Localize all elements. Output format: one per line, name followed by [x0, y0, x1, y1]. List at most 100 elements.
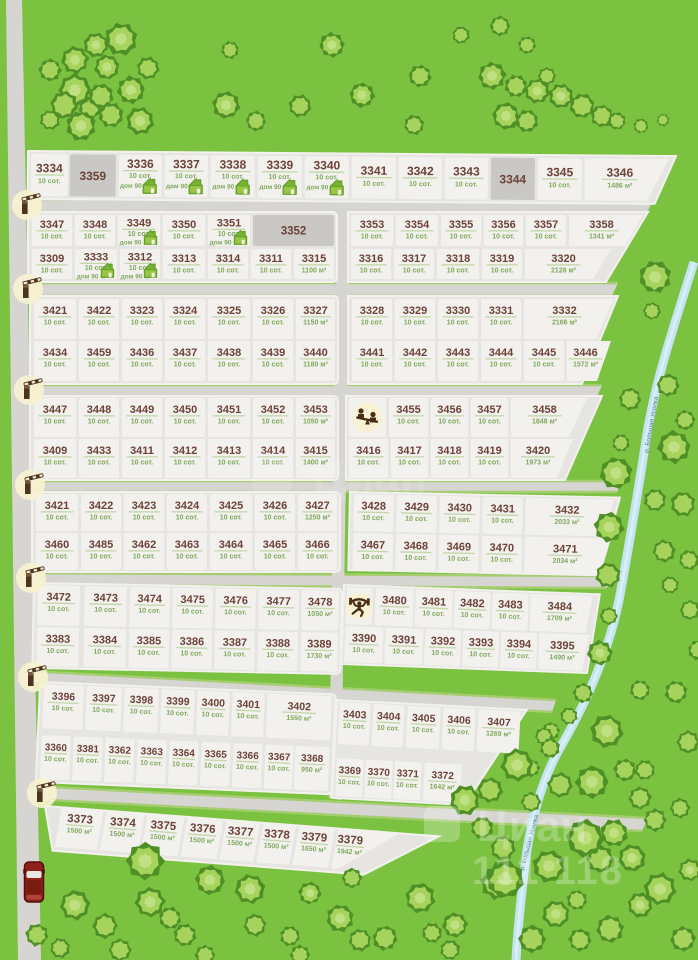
svg-text:10 сот.: 10 сот.: [352, 647, 375, 655]
svg-text:3386: 3386: [180, 636, 205, 648]
svg-text:3325: 3325: [217, 305, 241, 317]
svg-text:10 сот.: 10 сот.: [447, 362, 470, 369]
svg-text:3422: 3422: [87, 305, 111, 317]
svg-text:3414: 3414: [261, 445, 286, 457]
svg-text:10 сот.: 10 сот.: [548, 182, 571, 189]
svg-text:3393: 3393: [469, 637, 494, 650]
svg-text:10 сот.: 10 сот.: [409, 181, 432, 188]
svg-text:10 сот.: 10 сот.: [204, 762, 227, 770]
svg-text:3428: 3428: [361, 500, 386, 513]
svg-text:3378: 3378: [264, 828, 291, 842]
svg-text:3419: 3419: [477, 445, 501, 457]
svg-text:10 сот.: 10 сот.: [88, 362, 111, 369]
svg-text:3415: 3415: [303, 445, 327, 457]
svg-text:3462: 3462: [132, 539, 156, 551]
svg-text:10 сот.: 10 сот.: [84, 234, 107, 241]
svg-text:3423: 3423: [132, 500, 156, 512]
svg-text:3315: 3315: [302, 253, 326, 265]
svg-text:3463: 3463: [175, 539, 199, 551]
svg-text:10 сот.: 10 сот.: [461, 612, 484, 620]
svg-text:3416: 3416: [356, 445, 380, 457]
svg-text:10 сот.: 10 сот.: [262, 419, 285, 426]
svg-text:10 сот.: 10 сот.: [406, 234, 429, 241]
svg-text:10 сот.: 10 сот.: [180, 650, 203, 657]
svg-text:3316: 3316: [359, 253, 383, 265]
svg-text:10 сот.: 10 сот.: [397, 419, 420, 426]
svg-text:3359: 3359: [79, 169, 106, 183]
svg-text:10 сот.: 10 сот.: [264, 554, 287, 561]
svg-text:10 сот.: 10 сот.: [172, 761, 195, 769]
svg-text:3455: 3455: [396, 404, 420, 416]
svg-text:Циан: Циан: [477, 802, 587, 851]
svg-text:10 сот.: 10 сот.: [478, 419, 501, 426]
svg-text:3384: 3384: [93, 634, 119, 646]
svg-text:3422: 3422: [89, 500, 113, 512]
svg-text:3411: 3411: [130, 445, 154, 457]
svg-text:1500 м²: 1500 м²: [227, 840, 253, 849]
svg-text:3438: 3438: [217, 347, 241, 359]
svg-text:10 сот.: 10 сот.: [491, 517, 514, 524]
svg-text:3451: 3451: [217, 404, 241, 416]
svg-text:1250 м²: 1250 м²: [305, 515, 331, 522]
svg-text:10 сот.: 10 сот.: [269, 174, 292, 181]
svg-text:3339: 3339: [266, 158, 293, 172]
svg-text:1400 м²: 1400 м²: [303, 460, 329, 467]
svg-text:1500 м²: 1500 м²: [109, 831, 135, 840]
svg-text:10 сот.: 10 сот.: [499, 613, 522, 621]
svg-text:3468: 3468: [404, 540, 429, 553]
svg-text:1942 м²: 1942 м²: [337, 848, 363, 857]
svg-text:3346: 3346: [606, 166, 633, 180]
svg-text:3371: 3371: [396, 768, 419, 780]
svg-text:10 сот.: 10 сот.: [236, 764, 259, 772]
svg-text:3429: 3429: [404, 501, 429, 514]
svg-text:3334: 3334: [36, 161, 63, 175]
svg-text:3402: 3402: [287, 700, 311, 713]
svg-text:3330: 3330: [446, 305, 470, 317]
svg-text:10 сот.: 10 сот.: [236, 713, 259, 721]
svg-text:3388: 3388: [266, 637, 291, 649]
svg-text:10 сот.: 10 сот.: [131, 419, 154, 426]
svg-text:3392: 3392: [431, 635, 456, 648]
svg-text:3372: 3372: [431, 770, 454, 782]
svg-text:10 сот.: 10 сот.: [360, 268, 383, 275]
svg-text:10 сот.: 10 сот.: [131, 460, 154, 467]
svg-text:3360: 3360: [44, 742, 67, 754]
svg-text:2128 м²: 2128 м²: [551, 268, 577, 275]
svg-text:10 сот.: 10 сот.: [217, 268, 240, 275]
svg-text:10 сот.: 10 сот.: [398, 460, 421, 467]
svg-text:10 сот.: 10 сот.: [447, 728, 470, 736]
svg-text:10 сот.: 10 сот.: [361, 234, 384, 241]
svg-text:10 сот.: 10 сот.: [490, 556, 513, 563]
svg-text:10 сот.: 10 сот.: [94, 607, 117, 614]
svg-text:дом 90 м²: дом 90 м²: [120, 240, 151, 247]
svg-text:3366: 3366: [236, 750, 259, 762]
svg-text:3426: 3426: [263, 500, 287, 512]
svg-text:3355: 3355: [449, 219, 473, 231]
svg-text:10 сот.: 10 сот.: [137, 649, 160, 656]
svg-text:10 сот.: 10 сот.: [491, 268, 514, 275]
svg-text:10 сот.: 10 сот.: [174, 419, 197, 426]
svg-text:10 сот.: 10 сот.: [88, 460, 111, 467]
svg-text:1642 м²: 1642 м²: [429, 783, 455, 791]
svg-text:10 сот.: 10 сот.: [85, 265, 108, 272]
svg-text:10 сот.: 10 сот.: [131, 362, 154, 369]
svg-text:10 сот.: 10 сот.: [478, 460, 501, 467]
svg-text:10 сот.: 10 сот.: [338, 779, 361, 787]
svg-text:3481: 3481: [421, 596, 446, 609]
svg-text:10 сот.: 10 сот.: [92, 707, 115, 715]
svg-text:3337: 3337: [173, 157, 200, 171]
svg-text:950 м²: 950 м²: [301, 767, 323, 775]
svg-text:10 сот.: 10 сот.: [267, 610, 290, 617]
svg-text:10 сот.: 10 сот.: [490, 362, 513, 369]
svg-text:3352: 3352: [281, 226, 307, 238]
svg-text:3433: 3433: [87, 445, 111, 457]
svg-text:10 сот.: 10 сот.: [223, 651, 246, 658]
svg-text:3365: 3365: [204, 749, 227, 761]
svg-text:3470: 3470: [489, 542, 514, 555]
svg-text:дом 90 м²: дом 90 м²: [120, 183, 152, 190]
svg-text:3318: 3318: [446, 253, 470, 265]
svg-text:3338: 3338: [219, 158, 246, 172]
svg-text:10 сот.: 10 сот.: [367, 780, 390, 788]
svg-text:3413: 3413: [217, 445, 241, 457]
svg-text:10 сот.: 10 сот.: [88, 419, 111, 426]
